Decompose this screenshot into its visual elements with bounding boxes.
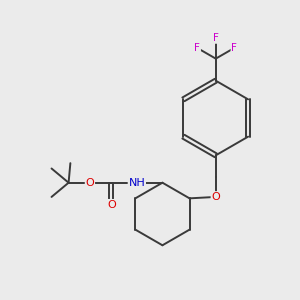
Text: O: O: [107, 200, 116, 210]
Text: O: O: [85, 178, 94, 188]
Text: O: O: [212, 192, 220, 202]
Text: F: F: [194, 43, 200, 53]
Text: NH: NH: [128, 178, 145, 188]
Text: F: F: [213, 33, 219, 43]
Text: F: F: [231, 43, 237, 53]
